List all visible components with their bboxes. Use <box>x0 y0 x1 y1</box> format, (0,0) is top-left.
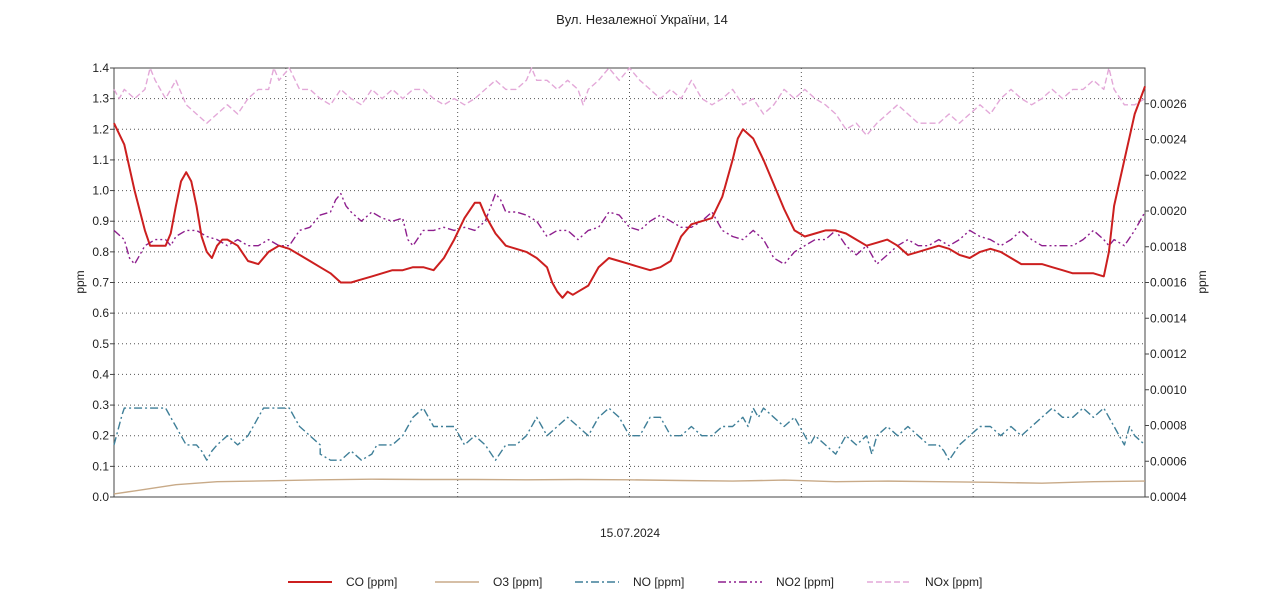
right-tick-label: 0.0012 <box>1150 347 1187 361</box>
legend-label: CO [ppm] <box>346 575 397 589</box>
right-tick-label: 0.0008 <box>1150 419 1187 433</box>
plot-area <box>113 67 1146 498</box>
left-tick-label: 0.4 <box>92 367 109 381</box>
right-tick-label: 0.0020 <box>1150 204 1187 218</box>
right-tick-label: 0.0010 <box>1150 383 1187 397</box>
left-tick-label: 0.1 <box>92 459 109 473</box>
chart-title: Вул. Незалежної України, 14 <box>556 12 728 27</box>
legend-label: NO2 [ppm] <box>776 575 834 589</box>
right-tick-label: 0.0006 <box>1150 454 1187 468</box>
y-axis-label-left: ppm <box>73 270 87 293</box>
left-tick-label: 1.1 <box>92 153 109 167</box>
x-axis-label: 15.07.2024 <box>600 526 660 540</box>
left-tick-label: 0.7 <box>92 276 109 290</box>
left-tick-label: 0.8 <box>92 245 109 259</box>
y-axis-label-right: ppm <box>1195 270 1209 293</box>
left-tick-label: 0.9 <box>92 214 109 228</box>
left-tick-label: 1.2 <box>92 122 109 136</box>
series-lines <box>113 67 1146 495</box>
series-line-no2 <box>113 192 1146 265</box>
legend-label: NOx [ppm] <box>925 575 982 589</box>
right-tick-label: 0.0018 <box>1150 240 1187 254</box>
series-line-no <box>113 407 1146 461</box>
right-tick-label: 0.0024 <box>1150 133 1187 147</box>
left-tick-label: 1.0 <box>92 184 109 198</box>
left-tick-label: 0.3 <box>92 398 109 412</box>
right-axis-ticks: 0.0004 0.0006 0.0008 0.0010 0.0012 0.0014 0.00… <box>1145 97 1187 504</box>
series-line-nox <box>113 67 1146 137</box>
series-line-o3 <box>113 478 1146 495</box>
left-axis-ticks: 0.0 0.1 0.2 0.3 0.4 0.5 0.6 0.7 0.8 0.9 1.0 1.1 1.2 1… <box>92 61 114 504</box>
right-tick-label: 0.0016 <box>1150 276 1187 290</box>
left-tick-label: 1.4 <box>92 61 109 75</box>
legend-label: O3 [ppm] <box>493 575 542 589</box>
left-tick-label: 1.3 <box>92 92 109 106</box>
right-tick-label: 0.0026 <box>1150 97 1187 111</box>
left-tick-label: 0.2 <box>92 429 109 443</box>
legend: CO [ppm] O3 [ppm] NO [ppm] NO2 [ppm] NOx [pp… <box>288 575 982 589</box>
left-tick-label: 0.5 <box>92 337 109 351</box>
legend-label: NO [ppm] <box>633 575 684 589</box>
series-line-co <box>113 86 1146 299</box>
left-tick-label: 0.6 <box>92 306 109 320</box>
right-tick-label: 0.0004 <box>1150 490 1187 504</box>
right-tick-label: 0.0022 <box>1150 168 1187 182</box>
left-tick-label: 0.0 <box>92 490 109 504</box>
right-tick-label: 0.0014 <box>1150 311 1187 325</box>
